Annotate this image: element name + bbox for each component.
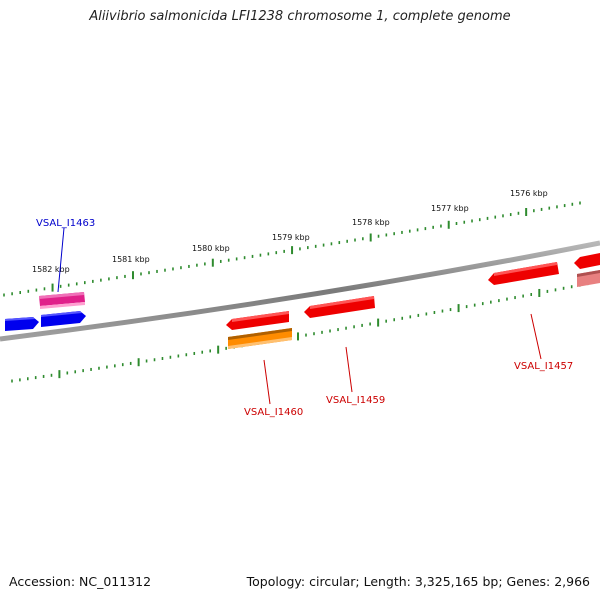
leader-vsal-i1463 xyxy=(57,227,65,293)
gene-blue-1[interactable] xyxy=(5,317,39,331)
accession-text: Accession: NC_011312 xyxy=(9,574,152,589)
gene-vsal-i1459[interactable] xyxy=(304,296,375,318)
genome-summary-text: Topology: circular; Length: 3,325,165 bp… xyxy=(246,574,590,589)
gene-label-vsal-i1459[interactable]: VSAL_I1459 xyxy=(326,395,385,406)
ruler-label-1577: 1577 kbp xyxy=(431,204,469,213)
gene-vsal-i1457[interactable] xyxy=(488,262,559,285)
gene-blue-2[interactable] xyxy=(41,311,86,327)
ruler-label-1581: 1581 kbp xyxy=(112,255,150,264)
gene-vsal-i1463[interactable] xyxy=(39,292,85,309)
ruler-label-1580: 1580 kbp xyxy=(192,244,230,253)
map-title: Aliivibrio salmonicida LFI1238 chromosom… xyxy=(89,9,511,24)
gene-pink-edge[interactable] xyxy=(577,270,600,287)
gene-label-vsal-i1460[interactable]: VSAL_I1460 xyxy=(244,407,303,418)
ruler-label-1578: 1578 kbp xyxy=(352,218,390,227)
gene-vsal-i1460-orange[interactable] xyxy=(228,328,292,349)
chromosome-backbone xyxy=(0,240,600,342)
leader-vsal-i1457 xyxy=(530,313,542,360)
ruler-label-1576: 1576 kbp xyxy=(510,189,548,198)
leader-vsal-i1459 xyxy=(345,346,353,393)
outer-ruler xyxy=(3,201,581,297)
leader-vsal-i1460 xyxy=(263,359,271,405)
gene-label-vsal-i1463[interactable]: VSAL_I1463 xyxy=(36,218,95,229)
gene-red-edge[interactable] xyxy=(574,253,600,269)
ruler-label-1582: 1582 kbp xyxy=(32,265,70,274)
gene-vsal-i1460-red[interactable] xyxy=(226,311,289,330)
gene-label-vsal-i1457[interactable]: VSAL_I1457 xyxy=(514,361,573,372)
ruler-label-1579: 1579 kbp xyxy=(272,233,310,242)
